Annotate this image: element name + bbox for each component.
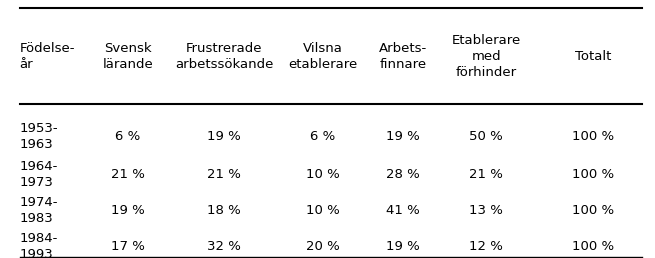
Text: 1984-
1993: 1984- 1993 bbox=[20, 232, 58, 258]
Text: Svensk
lärande: Svensk lärande bbox=[102, 42, 153, 71]
Text: 10 %: 10 % bbox=[306, 204, 339, 217]
Text: 19 %: 19 % bbox=[386, 130, 420, 143]
Text: 100 %: 100 % bbox=[572, 130, 614, 143]
Text: 19 %: 19 % bbox=[386, 240, 420, 253]
Text: 10 %: 10 % bbox=[306, 168, 339, 181]
Text: 41 %: 41 % bbox=[386, 204, 420, 217]
Text: Vilsna
etablerare: Vilsna etablerare bbox=[288, 42, 357, 71]
Text: 19 %: 19 % bbox=[111, 204, 145, 217]
Text: 32 %: 32 % bbox=[208, 240, 241, 253]
Text: Totalt: Totalt bbox=[574, 50, 611, 63]
Text: 21 %: 21 % bbox=[111, 168, 145, 181]
Text: Etablerare
med
förhinder: Etablerare med förhinder bbox=[452, 34, 521, 79]
Text: 21 %: 21 % bbox=[208, 168, 241, 181]
Text: 50 %: 50 % bbox=[470, 130, 503, 143]
Text: 100 %: 100 % bbox=[572, 240, 614, 253]
Text: 6 %: 6 % bbox=[310, 130, 335, 143]
Text: 17 %: 17 % bbox=[111, 240, 145, 253]
Text: 6 %: 6 % bbox=[115, 130, 140, 143]
Text: 1974-
1983: 1974- 1983 bbox=[20, 196, 58, 225]
Text: 28 %: 28 % bbox=[386, 168, 420, 181]
Text: 1953-
1963: 1953- 1963 bbox=[20, 122, 58, 151]
Text: 19 %: 19 % bbox=[208, 130, 241, 143]
Text: 12 %: 12 % bbox=[470, 240, 503, 253]
Text: 18 %: 18 % bbox=[208, 204, 241, 217]
Text: Frustrerade
arbetssökande: Frustrerade arbetssökande bbox=[175, 42, 274, 71]
Text: 13 %: 13 % bbox=[470, 204, 503, 217]
Text: 20 %: 20 % bbox=[306, 240, 339, 253]
Text: 100 %: 100 % bbox=[572, 168, 614, 181]
Text: Arbets-
finnare: Arbets- finnare bbox=[379, 42, 427, 71]
Text: Födelse-
år: Födelse- år bbox=[20, 42, 75, 71]
Text: 21 %: 21 % bbox=[470, 168, 503, 181]
Text: 100 %: 100 % bbox=[572, 204, 614, 217]
Text: 1964-
1973: 1964- 1973 bbox=[20, 160, 58, 189]
